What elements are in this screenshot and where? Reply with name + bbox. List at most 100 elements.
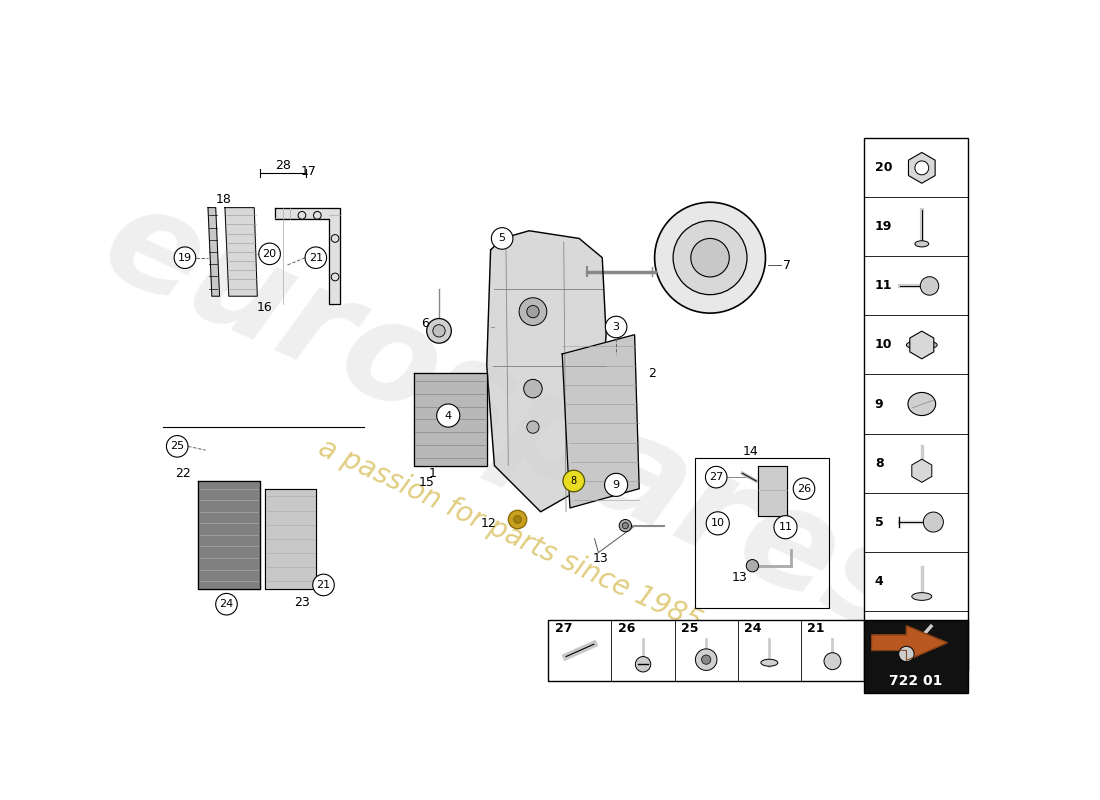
Circle shape — [432, 325, 446, 337]
Text: 10: 10 — [874, 338, 892, 351]
Polygon shape — [871, 626, 947, 661]
Circle shape — [166, 435, 188, 457]
Circle shape — [605, 474, 628, 496]
Text: 11: 11 — [874, 279, 892, 293]
Text: 24: 24 — [219, 599, 233, 610]
Text: 26: 26 — [618, 622, 635, 635]
Circle shape — [305, 247, 327, 269]
Text: 17: 17 — [300, 165, 316, 178]
Circle shape — [702, 655, 711, 664]
Text: 13: 13 — [593, 551, 608, 565]
Text: 21: 21 — [309, 253, 323, 262]
Polygon shape — [265, 489, 316, 589]
Text: 7: 7 — [783, 259, 791, 272]
Text: 25: 25 — [681, 622, 698, 635]
Text: 25: 25 — [170, 442, 185, 451]
Text: 4: 4 — [874, 574, 883, 587]
Circle shape — [527, 421, 539, 434]
Text: 27: 27 — [710, 472, 724, 482]
Circle shape — [216, 594, 238, 615]
Circle shape — [174, 247, 196, 269]
Text: 18: 18 — [216, 194, 231, 206]
Text: 27: 27 — [554, 622, 572, 635]
Text: 23: 23 — [294, 596, 310, 609]
Circle shape — [793, 478, 815, 499]
Text: 722 01: 722 01 — [889, 674, 943, 688]
Circle shape — [691, 238, 729, 277]
Circle shape — [899, 646, 914, 662]
Text: 8: 8 — [571, 476, 576, 486]
Circle shape — [915, 161, 928, 174]
Text: 5: 5 — [874, 515, 883, 529]
Text: 5: 5 — [498, 234, 506, 243]
Polygon shape — [414, 373, 486, 466]
Circle shape — [437, 404, 460, 427]
Text: 3: 3 — [613, 322, 619, 332]
Circle shape — [673, 221, 747, 294]
Ellipse shape — [761, 659, 778, 666]
Circle shape — [519, 298, 547, 326]
Text: 1: 1 — [429, 467, 437, 480]
Text: a passion for parts since 1985: a passion for parts since 1985 — [314, 434, 706, 636]
Polygon shape — [486, 230, 606, 512]
Ellipse shape — [908, 393, 936, 415]
Bar — [865, 619, 968, 693]
Text: 6: 6 — [421, 317, 429, 330]
Circle shape — [706, 512, 729, 535]
Polygon shape — [224, 208, 257, 296]
Text: 26: 26 — [796, 484, 811, 494]
Circle shape — [921, 277, 938, 295]
Text: 16: 16 — [257, 302, 273, 314]
Text: 9: 9 — [613, 480, 619, 490]
Text: 10: 10 — [711, 518, 725, 528]
Bar — [865, 138, 968, 670]
Polygon shape — [275, 208, 341, 304]
Circle shape — [824, 653, 842, 670]
Circle shape — [623, 522, 628, 529]
Circle shape — [427, 318, 451, 343]
Circle shape — [695, 649, 717, 670]
Circle shape — [492, 228, 513, 250]
Circle shape — [746, 559, 759, 572]
Circle shape — [619, 519, 631, 532]
Circle shape — [524, 379, 542, 398]
Text: 2: 2 — [648, 366, 657, 380]
Circle shape — [298, 211, 306, 219]
Text: 20: 20 — [263, 249, 277, 259]
Polygon shape — [208, 208, 220, 296]
Text: 20: 20 — [874, 162, 892, 174]
Circle shape — [314, 211, 321, 219]
Text: 22: 22 — [175, 467, 190, 480]
Circle shape — [258, 243, 280, 265]
Polygon shape — [758, 466, 788, 516]
Circle shape — [654, 202, 766, 313]
Polygon shape — [562, 334, 639, 508]
Text: 12: 12 — [481, 517, 496, 530]
Bar — [548, 619, 865, 682]
Circle shape — [605, 316, 627, 338]
Circle shape — [514, 516, 521, 523]
Text: 21: 21 — [807, 622, 825, 635]
Circle shape — [312, 574, 334, 596]
Ellipse shape — [915, 241, 928, 247]
Ellipse shape — [912, 593, 932, 600]
Text: 24: 24 — [744, 622, 761, 635]
Text: 13: 13 — [732, 570, 747, 584]
Text: 11: 11 — [779, 522, 792, 532]
Text: 19: 19 — [178, 253, 192, 262]
Polygon shape — [198, 481, 260, 589]
Text: 8: 8 — [874, 457, 883, 470]
Text: eurospares: eurospares — [84, 173, 936, 666]
Circle shape — [331, 273, 339, 281]
Text: 4: 4 — [444, 410, 452, 421]
Circle shape — [331, 234, 339, 242]
Text: 28: 28 — [275, 158, 290, 172]
Circle shape — [774, 516, 798, 538]
Bar — [695, 458, 829, 608]
Circle shape — [527, 306, 539, 318]
Text: 21: 21 — [317, 580, 331, 590]
Text: 15: 15 — [419, 476, 435, 489]
Text: 3: 3 — [874, 634, 883, 646]
Circle shape — [508, 510, 527, 529]
Text: 19: 19 — [874, 221, 892, 234]
